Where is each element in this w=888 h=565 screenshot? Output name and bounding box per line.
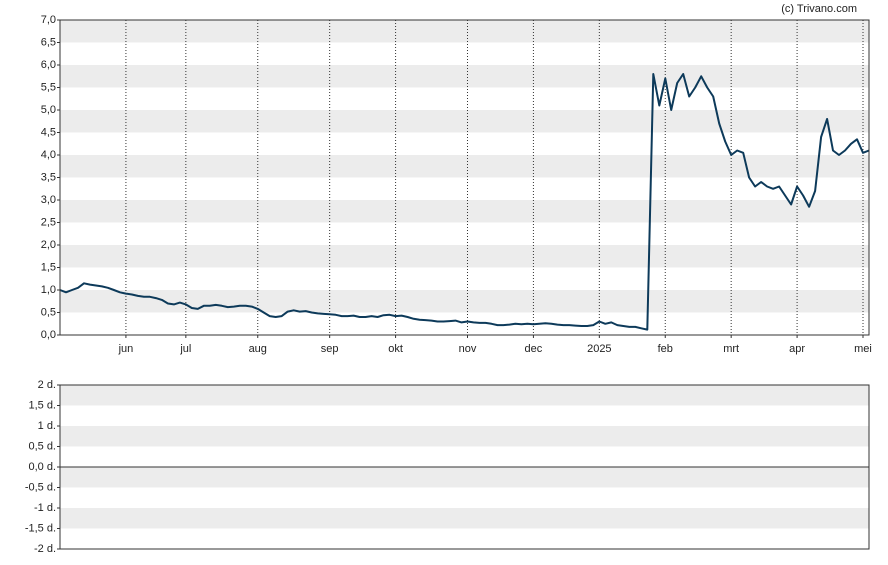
grid-band xyxy=(60,110,869,133)
y-tick-label: 2,0 xyxy=(41,239,56,251)
grid-band xyxy=(60,20,869,43)
y-tick-label: 2 d. xyxy=(38,379,56,391)
x-tick-label: aug xyxy=(249,343,267,355)
plot-frame xyxy=(59,19,870,336)
y-tick-label: 3,0 xyxy=(41,194,56,206)
x-tick-label: jun xyxy=(118,343,134,355)
y-tick-label: 1,5 xyxy=(41,261,56,273)
y-tick-label: 5,5 xyxy=(41,81,56,93)
x-tick-label: nov xyxy=(459,343,477,355)
y-tick-label: -0,5 d. xyxy=(25,481,56,493)
plot-frame xyxy=(59,384,870,550)
y-tick-label: 4,0 xyxy=(41,149,56,161)
y-tick-label: 6,5 xyxy=(41,36,56,48)
x-tick-label: feb xyxy=(658,343,673,355)
x-tick-label: mei xyxy=(854,343,872,355)
y-tick-label: 2,5 xyxy=(41,216,56,228)
x-tick-label: okt xyxy=(388,343,403,355)
y-tick-label: 0,5 xyxy=(41,306,56,318)
y-tick-label: 3,5 xyxy=(41,171,56,183)
x-tick-label: dec xyxy=(525,343,543,355)
y-tick-label: 5,0 xyxy=(41,104,56,116)
y-tick-label: -2 d. xyxy=(34,543,56,555)
y-tick-label: 0,0 xyxy=(41,329,56,341)
y-tick-label: 0,5 d. xyxy=(28,440,56,452)
x-tick-label: sep xyxy=(321,343,339,355)
x-tick-label: 2025 xyxy=(587,343,611,355)
grid-band xyxy=(60,65,869,88)
y-tick-label: 1 d. xyxy=(38,420,56,432)
grid-band xyxy=(60,508,869,529)
y-tick-label: 7,0 xyxy=(41,14,56,26)
y-tick-label: -1 d. xyxy=(34,502,56,514)
y-tick-label: 6,0 xyxy=(41,59,56,71)
x-tick-label: jul xyxy=(179,343,191,355)
grid-band xyxy=(60,467,869,488)
grid-band xyxy=(60,426,869,447)
y-tick-label: 1,5 d. xyxy=(28,399,56,411)
y-tick-label: 4,5 xyxy=(41,126,56,138)
grid-band xyxy=(60,245,869,268)
grid-band xyxy=(60,290,869,313)
grid-band xyxy=(60,385,869,406)
grid-band xyxy=(60,155,869,178)
grid-band xyxy=(60,200,869,223)
credit: (c) Trivano.com xyxy=(781,3,857,15)
y-tick-label: -1,5 d. xyxy=(25,522,56,534)
x-tick-label: apr xyxy=(789,343,805,355)
y-tick-label: 0,0 d. xyxy=(28,461,56,473)
x-tick-label: mrt xyxy=(723,343,739,355)
price-line xyxy=(59,73,870,331)
y-tick-label: 1,0 xyxy=(41,284,56,296)
